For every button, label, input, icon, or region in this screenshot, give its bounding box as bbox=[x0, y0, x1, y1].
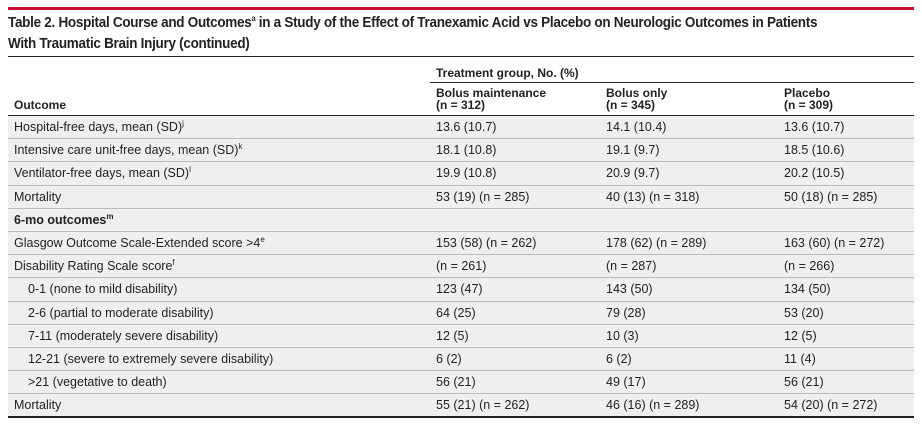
row-label: 6-mo outcomesm bbox=[8, 207, 430, 232]
table-row: >21 (vegetative to death) 56 (21) 49 (17) 5… bbox=[8, 370, 914, 395]
row-value: 18.5 (10.6) bbox=[778, 138, 914, 163]
row-value: 18.1 (10.8) bbox=[430, 138, 600, 163]
col-header: Bolus maintenance (n = 312) bbox=[436, 86, 547, 112]
row-value: 6 (2) bbox=[600, 347, 778, 372]
title-text-rest: in a Study of the Effect of Tranexamic A… bbox=[255, 15, 818, 31]
row-value: 20.9 (9.7) bbox=[600, 161, 778, 186]
row-value: 49 (17) bbox=[600, 370, 778, 395]
footnote-marker: k bbox=[238, 142, 243, 152]
row-value: 163 (60) (n = 272) bbox=[778, 231, 914, 256]
row-value: 20.2 (10.5) bbox=[778, 161, 914, 186]
row-label: 12-21 (severe to extremely severe disabi… bbox=[8, 347, 430, 372]
row-value: 13.6 (10.7) bbox=[778, 114, 914, 140]
table-title: Table 2. Hospital Course and Outcomesa i… bbox=[8, 13, 851, 55]
row-value bbox=[430, 207, 600, 232]
row-value: 40 (13) (n = 318) bbox=[600, 185, 778, 209]
row-value: 54 (20) (n = 272) bbox=[778, 393, 914, 418]
row-value: 123 (47) bbox=[430, 277, 600, 302]
table-row: 2-6 (partial to moderate disability) 64 (… bbox=[8, 301, 914, 325]
row-value: 19.1 (9.7) bbox=[600, 138, 778, 163]
table-row: Intensive care unit-free days, mean (SD)… bbox=[8, 138, 914, 163]
row-value: 12 (5) bbox=[778, 324, 914, 348]
row-value: 12 (5) bbox=[430, 324, 600, 348]
row-label: Disability Rating Scale scoref bbox=[8, 254, 430, 279]
row-value: 10 (3) bbox=[600, 324, 778, 348]
row-value: (n = 287) bbox=[600, 254, 778, 279]
footnote-marker: f bbox=[172, 258, 175, 268]
table-container: Table 2. Hospital Course and Outcomesa i… bbox=[8, 0, 914, 418]
row-value: 19.9 (10.8) bbox=[430, 161, 600, 186]
outcome-header: Outcome bbox=[8, 56, 430, 116]
title-line2: With Traumatic Brain Injury (continued) bbox=[8, 36, 250, 52]
row-value: 64 (25) bbox=[430, 301, 600, 325]
row-value: 134 (50) bbox=[778, 277, 914, 302]
row-label: Mortality bbox=[8, 393, 430, 418]
row-value: 46 (16) (n = 289) bbox=[600, 393, 778, 418]
table-row: Ventilator-free days, mean (SD)l 19.9 (10… bbox=[8, 161, 914, 186]
row-value: 13.6 (10.7) bbox=[430, 114, 600, 140]
row-value: 153 (58) (n = 262) bbox=[430, 231, 600, 256]
table-row: Mortality 53 (19) (n = 285) 40 (13) (n = 3… bbox=[8, 185, 914, 209]
row-value: 56 (21) bbox=[778, 370, 914, 395]
table-row: Glasgow Outcome Scale-Extended score >4e… bbox=[8, 231, 914, 256]
title-rule bbox=[8, 7, 914, 10]
row-label: Hospital-free days, mean (SD)j bbox=[8, 114, 430, 140]
table-row: 7-11 (moderately severe disability) 12 (5… bbox=[8, 324, 914, 348]
row-value bbox=[778, 207, 914, 232]
footnote-marker: e bbox=[260, 234, 265, 244]
row-value: 143 (50) bbox=[600, 277, 778, 302]
row-value: 55 (21) (n = 262) bbox=[430, 393, 600, 418]
row-label: Mortality bbox=[8, 185, 430, 209]
table-row: 6-mo outcomesm bbox=[8, 207, 914, 232]
row-value: 53 (19) (n = 285) bbox=[430, 185, 600, 209]
row-value: 79 (28) bbox=[600, 301, 778, 325]
table-row: 0-1 (none to mild disability) 123 (47) 143… bbox=[8, 277, 914, 302]
outcomes-table: Outcome Treatment group, No. (%) Bolus m… bbox=[8, 56, 914, 418]
row-label: Glasgow Outcome Scale-Extended score >4e bbox=[8, 231, 430, 256]
row-value: 50 (18) (n = 285) bbox=[778, 185, 914, 209]
footnote-marker: j bbox=[182, 118, 184, 128]
row-value: (n = 261) bbox=[430, 254, 600, 279]
group-header: Treatment group, No. (%) bbox=[430, 56, 914, 83]
row-value: 53 (20) bbox=[778, 301, 914, 325]
row-label: Ventilator-free days, mean (SD)l bbox=[8, 161, 430, 186]
row-value: (n = 266) bbox=[778, 254, 914, 279]
row-label: >21 (vegetative to death) bbox=[8, 370, 430, 395]
table-row: Disability Rating Scale scoref (n = 261)(… bbox=[8, 254, 914, 279]
footnote-marker: m bbox=[106, 211, 114, 221]
col-header: Bolus only (n = 345) bbox=[606, 86, 668, 112]
footnote-marker: l bbox=[189, 165, 191, 175]
table-row: Mortality 55 (21) (n = 262) 46 (16) (n = 2… bbox=[8, 393, 914, 418]
table-row: 12-21 (severe to extremely severe disabi… bbox=[8, 347, 914, 372]
table-row: Hospital-free days, mean (SD)j 13.6 (10.7… bbox=[8, 114, 914, 140]
row-value: 178 (62) (n = 289) bbox=[600, 231, 778, 256]
row-value: 56 (21) bbox=[430, 370, 600, 395]
row-value: 14.1 (10.4) bbox=[600, 114, 778, 140]
col-header: Placebo (n = 309) bbox=[784, 86, 834, 112]
row-label: 7-11 (moderately severe disability) bbox=[8, 324, 430, 348]
row-label: Intensive care unit-free days, mean (SD)… bbox=[8, 138, 430, 163]
row-value bbox=[600, 207, 778, 232]
row-label: 2-6 (partial to moderate disability) bbox=[8, 301, 430, 325]
title-text: Table 2. Hospital Course and Outcomes bbox=[8, 15, 252, 31]
title-footnote: a bbox=[251, 14, 256, 24]
row-value: 6 (2) bbox=[430, 347, 600, 372]
row-label: 0-1 (none to mild disability) bbox=[8, 277, 430, 302]
row-value: 11 (4) bbox=[778, 347, 914, 372]
